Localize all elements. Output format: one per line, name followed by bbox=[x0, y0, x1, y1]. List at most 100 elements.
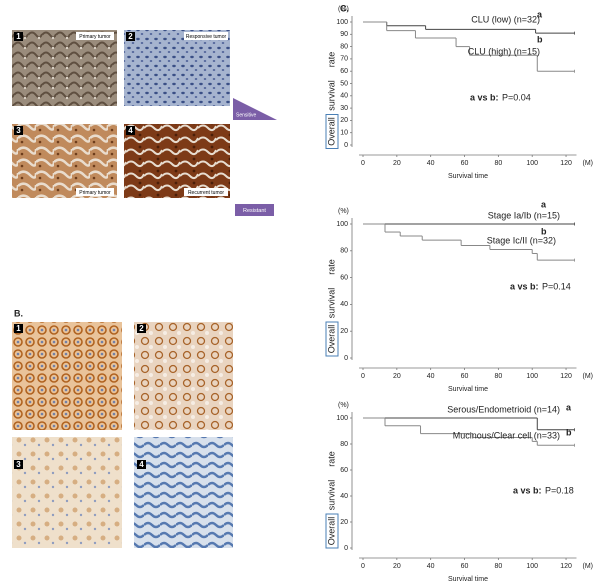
series-label: Stage Ia/Ib (n=15) bbox=[488, 210, 560, 220]
y-tick-label: 100 bbox=[336, 19, 348, 26]
image-number: 4 bbox=[128, 126, 133, 135]
series-tag: a bbox=[566, 402, 572, 412]
image-number: 2 bbox=[139, 324, 144, 333]
series-tag: a bbox=[537, 9, 543, 19]
x-tick-label: 20 bbox=[393, 563, 401, 570]
box-label: Resistant bbox=[243, 208, 266, 214]
image-number: 1 bbox=[16, 32, 21, 41]
image-caption: Responsive tumor bbox=[186, 34, 227, 40]
x-tick-label: 80 bbox=[494, 563, 502, 570]
x-tick-label: 120 bbox=[560, 160, 572, 167]
y-axis-title: survival bbox=[326, 288, 336, 319]
y-axis-title: Overall bbox=[326, 117, 336, 146]
sensitive-wedge bbox=[233, 98, 277, 120]
image-caption: Primary tumor bbox=[79, 190, 111, 196]
y-tick-label: 20 bbox=[340, 117, 348, 124]
y-tick-label: 50 bbox=[340, 80, 348, 87]
y-tick-label: 40 bbox=[340, 301, 348, 308]
y-tick-label: 40 bbox=[340, 93, 348, 100]
y-tick-label: 100 bbox=[336, 221, 348, 228]
x-tick-label: 80 bbox=[494, 160, 502, 167]
micrograph bbox=[124, 124, 230, 198]
y-axis-title: rate bbox=[326, 52, 336, 68]
x-tick-label: 80 bbox=[494, 373, 502, 380]
y-unit: (%) bbox=[338, 6, 349, 13]
y-tick-label: 10 bbox=[340, 130, 348, 137]
survival-curve bbox=[363, 417, 575, 447]
x-unit: (M) bbox=[583, 563, 594, 570]
x-tick-label: 100 bbox=[526, 563, 538, 570]
micrograph bbox=[124, 30, 230, 106]
x-tick-label: 120 bbox=[560, 373, 572, 380]
y-axis-title: Overall bbox=[326, 517, 336, 546]
y-title-box bbox=[325, 114, 339, 149]
survival-curve bbox=[363, 223, 575, 262]
y-axis-title: survival bbox=[326, 480, 336, 511]
y-tick-label: 80 bbox=[340, 441, 348, 448]
panel-label: B. bbox=[14, 308, 23, 318]
x-axis-title: Survival time bbox=[448, 576, 488, 583]
survival-curve bbox=[363, 417, 575, 432]
series-tag: b bbox=[537, 34, 543, 44]
p-value: P=0.14 bbox=[542, 281, 571, 291]
image-number: 1 bbox=[16, 324, 21, 333]
y-tick-label: 70 bbox=[340, 56, 348, 63]
x-tick-label: 100 bbox=[526, 373, 538, 380]
series-label: CLU (high) (n=15) bbox=[468, 46, 540, 56]
micrograph bbox=[12, 437, 122, 548]
y-unit: (%) bbox=[338, 208, 349, 215]
survival-curve bbox=[363, 222, 575, 226]
x-tick-label: 40 bbox=[427, 373, 435, 380]
x-tick-label: 20 bbox=[393, 160, 401, 167]
x-tick-label: 60 bbox=[461, 563, 469, 570]
y-title-box bbox=[325, 513, 339, 549]
y-tick-label: 60 bbox=[340, 274, 348, 281]
y-tick-label: 80 bbox=[340, 43, 348, 50]
y-axis-title: Overall bbox=[326, 325, 336, 354]
image-number: 3 bbox=[16, 126, 21, 135]
x-axis-title: Survival time bbox=[448, 386, 488, 393]
series-tag: b bbox=[566, 427, 572, 437]
x-tick-label: 0 bbox=[361, 563, 365, 570]
survival-curve bbox=[363, 21, 575, 35]
x-tick-label: 100 bbox=[526, 160, 538, 167]
x-tick-label: 40 bbox=[427, 160, 435, 167]
comparison: a vs b: bbox=[470, 92, 499, 102]
image-number: 2 bbox=[128, 32, 133, 41]
x-tick-label: 120 bbox=[560, 563, 572, 570]
image-caption: Recurrent tumor bbox=[188, 190, 224, 196]
y-unit: (%) bbox=[338, 402, 349, 409]
y-tick-label: 0 bbox=[344, 355, 348, 362]
series-label: Serous/Endometrioid (n=14) bbox=[447, 404, 560, 414]
image-number: 4 bbox=[139, 460, 144, 469]
image-labels: 1 2 3 4 Primary tumor Responsive tumor P… bbox=[14, 32, 228, 196]
comparison: a vs b: bbox=[513, 485, 542, 495]
y-title-box bbox=[325, 321, 339, 357]
y-axis-title: rate bbox=[326, 259, 336, 275]
y-tick-label: 40 bbox=[340, 493, 348, 500]
p-value: P=0.18 bbox=[545, 485, 574, 495]
y-tick-label: 60 bbox=[340, 68, 348, 75]
micrograph bbox=[12, 30, 117, 106]
x-unit: (M) bbox=[583, 373, 594, 380]
micrograph bbox=[134, 322, 233, 430]
y-axis-title: survival bbox=[326, 80, 336, 111]
image-number: 3 bbox=[16, 460, 21, 469]
x-tick-label: 60 bbox=[461, 160, 469, 167]
y-tick-label: 90 bbox=[340, 31, 348, 38]
image-labels: 1 2 3 4 bbox=[14, 324, 146, 469]
y-axis-title: rate bbox=[326, 451, 336, 467]
y-tick-label: 0 bbox=[344, 545, 348, 552]
p-value: P=0.04 bbox=[502, 92, 531, 102]
resistant-box bbox=[235, 204, 274, 216]
series-label: Mucinous/Clear cell (n=33) bbox=[453, 430, 560, 440]
y-tick-label: 100 bbox=[336, 415, 348, 422]
x-tick-label: 20 bbox=[393, 373, 401, 380]
series-label: CLU (low) (n=32) bbox=[471, 14, 540, 24]
y-tick-label: 0 bbox=[344, 142, 348, 149]
y-tick-label: 20 bbox=[340, 328, 348, 335]
series-tag: a bbox=[541, 199, 547, 209]
micrograph bbox=[12, 322, 122, 430]
x-tick-label: 40 bbox=[427, 563, 435, 570]
y-tick-label: 30 bbox=[340, 105, 348, 112]
